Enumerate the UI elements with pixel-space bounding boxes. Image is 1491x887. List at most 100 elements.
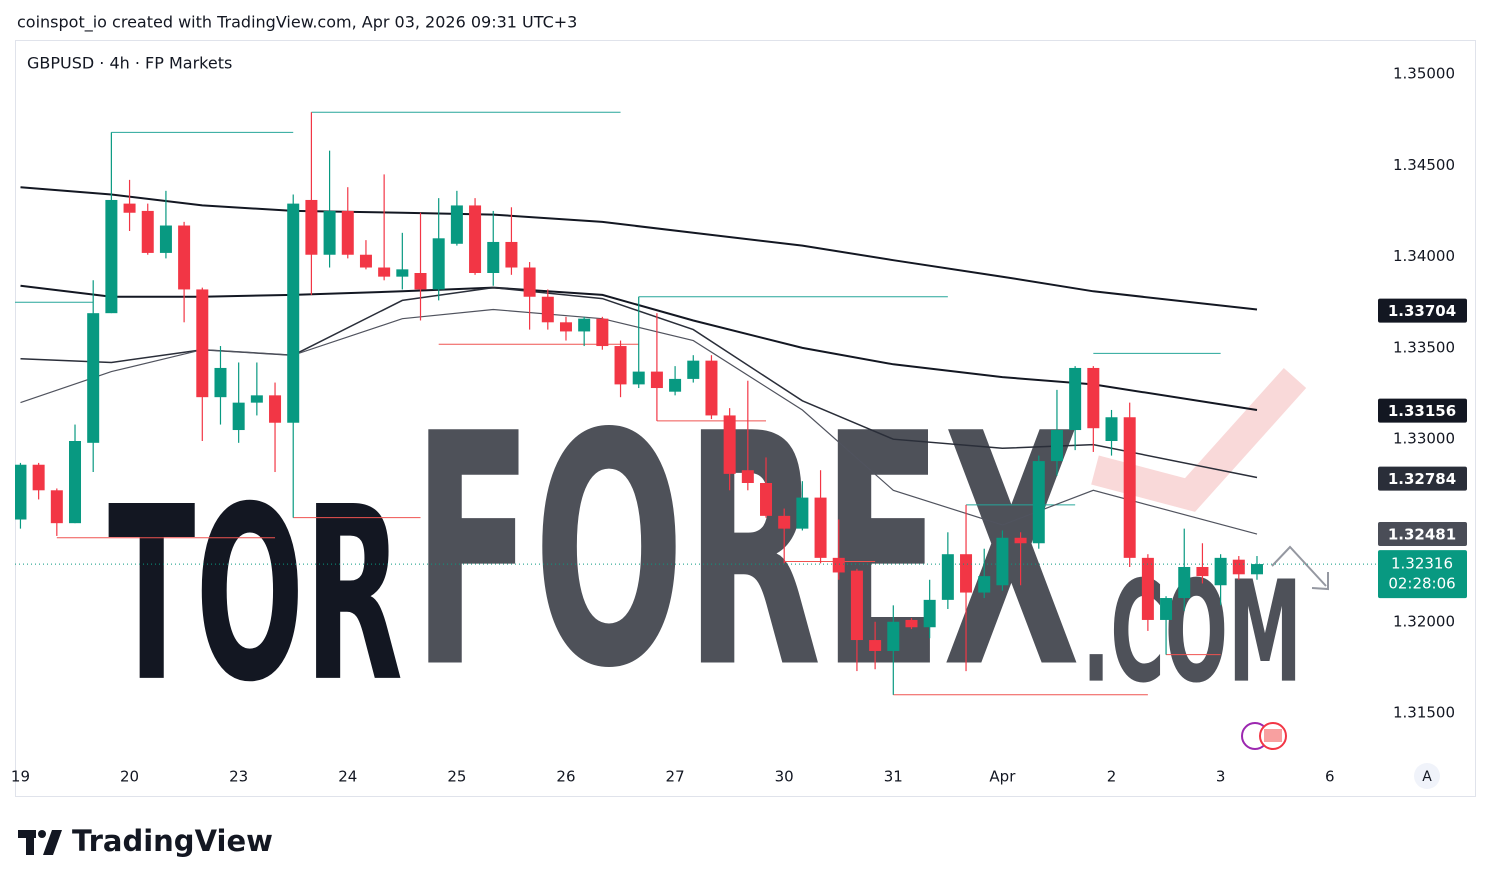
candle-body: [760, 482, 773, 516]
x-tick-label: 23: [229, 768, 248, 786]
candle-body: [69, 440, 82, 524]
candle-body: [650, 371, 663, 389]
flag-icon: [1264, 729, 1282, 742]
candle-body: [541, 296, 554, 323]
candle-body: [196, 289, 209, 398]
x-tick-label: 3: [1216, 768, 1226, 786]
candle-body: [687, 360, 700, 379]
candle-body: [505, 241, 518, 268]
candle-body: [359, 254, 372, 268]
attribution: coinspot_io created with TradingView.com…: [17, 13, 577, 33]
candle-body: [1123, 417, 1136, 558]
candle-body: [778, 515, 791, 529]
candle-body: [269, 395, 282, 423]
price-label-box: [1378, 466, 1467, 491]
watermark: TOR FOREX .COM: [108, 367, 1307, 739]
candle-body: [323, 210, 336, 255]
candle-body: [305, 199, 318, 255]
candle-body: [596, 318, 609, 347]
candle-body: [87, 313, 100, 443]
candle-body: [523, 267, 536, 297]
moving-average: [20, 186, 1258, 311]
candle-body: [178, 225, 191, 290]
candle-body: [941, 554, 954, 600]
candle-body: [414, 273, 427, 290]
candle-body: [1160, 598, 1173, 620]
arrow-icon: [1271, 545, 1327, 587]
price-label: 1.33156: [1388, 402, 1456, 420]
candle-body: [450, 205, 463, 244]
tv-logo: [18, 830, 62, 855]
x-tick-label: 25: [447, 768, 466, 786]
watermark-text: FOREX: [412, 367, 1080, 739]
candle-body: [705, 360, 718, 416]
countdown: 02:28:06: [1388, 575, 1455, 593]
candle-body: [141, 210, 154, 253]
x-tick-label: 20: [120, 768, 139, 786]
price-label: 1.32784: [1388, 470, 1456, 488]
y-tick-label: 1.32000: [1393, 612, 1455, 630]
candle-body: [1087, 367, 1100, 429]
candle-body: [887, 621, 900, 651]
current-price-label: 1.32316: [1391, 555, 1453, 573]
candle-body: [396, 269, 409, 277]
y-tick-label: 1.31500: [1393, 704, 1455, 722]
watermark-text: TOR: [108, 455, 403, 735]
candle-body: [1232, 559, 1245, 575]
candle-body: [432, 238, 445, 290]
auto-scale-label[interactable]: A: [1422, 769, 1432, 785]
candle-body: [559, 322, 572, 332]
x-tick-label: 2: [1107, 768, 1117, 786]
logo-part: [26, 830, 34, 855]
candle-body: [1196, 566, 1209, 577]
candle-body: [287, 203, 300, 423]
chart-title: GBPUSD · 4h · FP Markets: [27, 54, 232, 73]
candle-body: [923, 599, 936, 628]
candle-body: [123, 203, 136, 213]
candle-body: [1032, 461, 1045, 544]
candle-body: [614, 346, 627, 385]
candle-body: [669, 378, 682, 392]
logo-part: [38, 830, 46, 838]
candle-body: [796, 497, 809, 529]
candle-body: [850, 570, 863, 641]
candle-body: [105, 199, 118, 314]
candle-body: [214, 367, 227, 398]
footer-logo: TradingView: [72, 824, 273, 858]
candle-body: [960, 554, 973, 593]
y-tick-label: 1.33000: [1393, 430, 1455, 448]
candle-body: [723, 415, 736, 474]
candle-body: [487, 241, 500, 274]
y-tick-label: 1.34500: [1393, 156, 1455, 174]
candle-body: [50, 490, 63, 524]
candle-body: [159, 225, 172, 253]
candle-body: [232, 402, 245, 431]
chart-frame: [15, 40, 1476, 797]
auto-scale-button[interactable]: [1414, 763, 1440, 789]
price-label-box: [1378, 398, 1467, 423]
price-label-box: [1378, 298, 1467, 323]
y-tick-label: 1.35000: [1393, 64, 1455, 82]
candle-body: [341, 210, 354, 255]
plot-area: [15, 111, 1263, 696]
candle-body: [1250, 564, 1263, 575]
candle-body: [1069, 367, 1082, 431]
x-tick-label: Apr: [989, 768, 1016, 786]
candle-body: [632, 371, 645, 385]
candle-body: [741, 470, 754, 483]
candle-body: [1178, 566, 1191, 599]
y-tick-label: 1.34000: [1393, 247, 1455, 265]
price-label: 1.33704: [1388, 302, 1456, 320]
price-label: 1.32481: [1388, 525, 1456, 543]
x-tick-label: 6: [1325, 768, 1335, 786]
candle-body: [832, 557, 845, 573]
candle-body: [1141, 557, 1154, 620]
candle-body: [996, 537, 1009, 586]
candle-body: [578, 318, 591, 332]
candle-body: [469, 205, 482, 274]
x-tick-label: 30: [775, 768, 794, 786]
candle-body: [905, 619, 918, 628]
y-tick-label: 1.33500: [1393, 338, 1455, 356]
candle-body: [250, 395, 263, 403]
